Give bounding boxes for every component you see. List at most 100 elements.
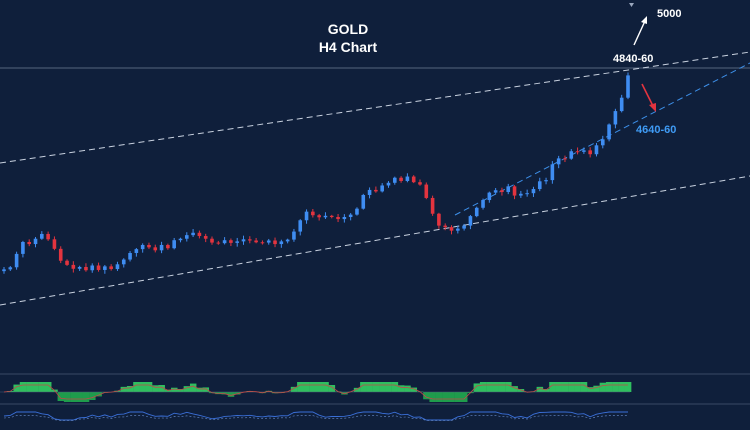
histogram-bar [505,382,512,392]
candle [550,161,555,184]
histogram-bar [32,382,39,392]
chart-subtitle: H4 Chart [319,39,378,55]
histogram-bar [70,392,77,402]
histogram-bar [460,392,468,402]
histogram-bar [120,386,128,392]
histogram-bar [164,389,172,392]
histogram-bar [379,382,386,392]
candle [626,72,630,100]
histogram-bar [82,392,90,402]
candle [103,264,107,274]
histogram-bar [63,392,71,402]
candle [437,212,441,229]
candle [153,244,158,253]
candle [500,187,504,196]
candle [468,214,473,230]
candle [292,228,296,242]
histogram-bar [360,382,367,392]
candle [443,223,448,231]
candle [229,238,233,247]
candle [386,181,391,188]
histogram-bar [542,389,550,392]
candle [311,209,315,218]
top-marker [629,3,634,7]
candle [40,231,44,240]
candle [430,195,435,216]
histogram-bar [133,382,140,392]
support-label: 4640-60 [636,124,676,136]
candle [27,239,32,247]
candle [2,267,6,274]
candle [367,187,372,199]
histogram-bar [38,382,46,392]
candle [46,231,50,241]
candle [178,237,183,243]
candle [474,206,479,218]
histogram-bar [126,386,134,392]
oscillator-line [3,411,628,421]
candle [216,240,221,245]
histogram-bar [13,384,20,392]
candle [58,246,63,264]
histogram-bar [89,392,96,400]
histogram-bar [322,382,329,392]
histogram-bar [372,382,380,392]
candle [84,263,88,272]
candle [8,266,13,271]
histogram-bar [511,386,518,392]
histogram-bar [624,382,632,392]
candle [575,147,580,155]
candle [241,235,246,245]
histogram-bar [57,392,65,401]
candle [273,237,277,248]
histogram-bar [19,382,27,392]
histogram-bar [341,392,348,395]
histogram-bar [479,382,487,392]
candle [109,264,113,271]
candle [348,213,353,221]
candle [525,189,529,197]
candle [266,238,271,245]
up-arrow [633,16,647,46]
candle [493,188,498,195]
candle [424,182,429,200]
histogram-bar [234,392,241,395]
candle [172,237,176,250]
candle [285,238,290,244]
histogram-bar [473,383,481,392]
lower-channel-line [0,175,750,306]
histogram-bar [95,392,102,397]
histogram-bar [618,382,626,392]
candle [462,223,466,231]
candle [184,232,189,242]
candle [405,173,410,183]
candle [254,237,258,244]
histogram-bar [139,382,147,392]
candle [569,149,574,160]
histogram-bar [397,385,405,392]
histogram-bar [297,382,304,392]
candle [14,251,19,270]
histogram-bar [580,382,588,392]
upper-channel-line [0,51,750,164]
oscillator-signal [3,415,628,421]
histogram-bar [385,382,392,392]
histogram-bar [593,385,600,392]
histogram-bar [44,382,52,392]
histogram-signal-line [3,384,628,400]
candle [411,175,416,184]
candle [399,176,403,183]
candle [96,262,101,272]
candle [115,261,120,271]
candle [342,214,347,223]
histogram-bar [410,387,418,392]
histogram-bar [290,386,298,392]
candle [128,251,132,262]
candle [222,237,227,245]
candles-layer [2,72,630,274]
candle [298,219,303,236]
target-label-5000: 5000 [657,8,681,20]
candle [563,155,567,163]
